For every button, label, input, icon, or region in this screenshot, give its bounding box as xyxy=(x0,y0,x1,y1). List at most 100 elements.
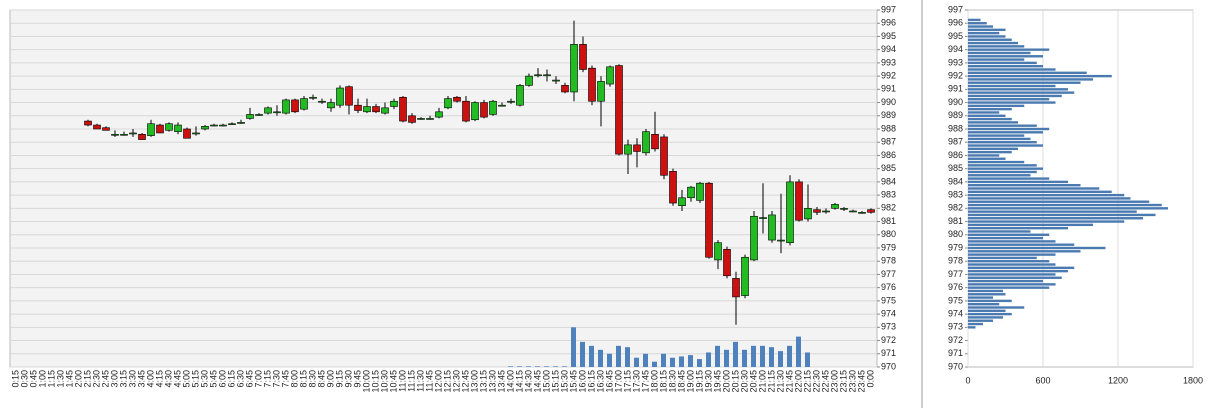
candle-body xyxy=(192,132,200,135)
x-tick-label: 19:30 xyxy=(703,370,713,393)
profile-bar xyxy=(968,316,1003,319)
profile-bar xyxy=(968,293,1006,296)
profile-bar xyxy=(968,104,1025,108)
volume-bar xyxy=(598,349,603,367)
x-tick-label: 1:15 xyxy=(46,370,56,388)
profile-bar xyxy=(968,51,1031,55)
x-tick-label: 1:45 xyxy=(64,370,74,388)
volume-bar xyxy=(616,345,621,367)
candle-body xyxy=(579,44,587,70)
candle-body xyxy=(255,114,263,116)
profile-bar xyxy=(968,41,1018,45)
y-tick-label: 996 xyxy=(948,18,963,28)
profile-bar xyxy=(968,61,1037,65)
candle-body xyxy=(822,210,830,213)
y-tick-label: 987 xyxy=(881,137,896,147)
candle-body xyxy=(669,171,677,204)
y-tick-label: 989 xyxy=(881,110,896,120)
y-tick-label: 990 xyxy=(948,97,963,107)
x-tick-label: 600 xyxy=(1035,375,1050,385)
candle-body xyxy=(246,114,254,119)
y-tick-label: 981 xyxy=(948,216,963,226)
x-tick-label: 6:30 xyxy=(235,370,245,388)
y-tick-label: 971 xyxy=(881,348,896,358)
profile-bar xyxy=(968,246,1106,250)
profile-bar xyxy=(968,299,1012,303)
x-tick-label: 18:45 xyxy=(676,370,686,393)
candle-body xyxy=(327,102,335,109)
candle-body xyxy=(444,98,452,109)
profile-bar xyxy=(968,164,1037,167)
volume-bar xyxy=(526,366,531,367)
x-tick-label: 15:30 xyxy=(559,370,569,393)
profile-bar xyxy=(968,296,993,299)
y-tick-label: 976 xyxy=(881,282,896,292)
profile-bar xyxy=(968,243,1075,246)
candle-body xyxy=(552,79,560,82)
y-tick-label: 973 xyxy=(881,322,896,332)
profile-bar xyxy=(968,64,1043,68)
y-tick-label: 974 xyxy=(881,308,896,318)
profile-bar xyxy=(968,286,1050,289)
y-tick-label: 972 xyxy=(881,335,896,345)
profile-bar xyxy=(968,250,1081,253)
x-tick-label: 16:45 xyxy=(604,370,614,393)
volume-bar xyxy=(724,349,729,367)
candle-body xyxy=(804,208,812,220)
profile-bar xyxy=(968,147,1018,151)
x-tick-label: 23:00 xyxy=(829,370,839,393)
x-tick-label: 18:15 xyxy=(658,370,668,393)
x-tick-label: 8:00 xyxy=(289,370,299,388)
y-tick-label: 994 xyxy=(948,44,963,54)
profile-bar xyxy=(968,28,1006,32)
profile-bar xyxy=(968,266,1075,270)
profile-bar xyxy=(968,217,1143,220)
candle-body xyxy=(111,133,119,136)
y-tick-label: 972 xyxy=(948,335,963,345)
candle-body xyxy=(291,99,299,113)
y-tick-label: 989 xyxy=(948,110,963,120)
x-tick-label: 1:30 xyxy=(55,370,65,388)
candle-body xyxy=(786,181,794,244)
candle-body xyxy=(453,96,461,102)
x-tick-label: 8:30 xyxy=(307,370,317,388)
y-tick-label: 984 xyxy=(948,176,963,186)
x-tick-label: 16:00 xyxy=(577,370,587,393)
x-tick-label: 3:15 xyxy=(118,370,128,388)
candle-body xyxy=(381,107,389,114)
candle-body xyxy=(138,133,146,140)
profile-bar xyxy=(968,81,1081,84)
candle-body xyxy=(714,242,722,261)
candle-body xyxy=(318,100,326,103)
candle-body xyxy=(606,66,614,85)
y-tick-label: 986 xyxy=(881,150,896,160)
profile-bar xyxy=(968,276,1062,279)
x-tick-label: 14:45 xyxy=(532,370,542,393)
profile-bar xyxy=(968,213,1156,217)
profile-bar xyxy=(968,174,1031,177)
profile-bar xyxy=(968,309,1006,313)
candle-body xyxy=(426,118,434,120)
x-tick-label: 16:15 xyxy=(586,370,596,393)
candle-body xyxy=(777,239,785,242)
profile-bar xyxy=(968,233,1050,236)
volume-bar xyxy=(634,357,639,367)
x-tick-label: 0:30 xyxy=(19,370,29,388)
x-tick-label: 13:15 xyxy=(478,370,488,393)
volume-bar xyxy=(517,366,522,367)
x-tick-label: 23:30 xyxy=(847,370,857,393)
y-tick-label: 997 xyxy=(881,4,896,14)
profile-bar xyxy=(968,312,1012,316)
candle-body xyxy=(561,85,569,93)
candle-body xyxy=(705,182,713,258)
candle-body xyxy=(336,87,344,106)
profile-bar xyxy=(968,124,1037,127)
x-tick-label: 21:45 xyxy=(784,370,794,393)
candle-body xyxy=(120,133,128,136)
candle-body xyxy=(93,124,101,130)
x-tick-label: 2:45 xyxy=(100,370,110,388)
profile-bar xyxy=(968,114,1006,117)
y-tick-label: 975 xyxy=(881,295,896,305)
profile-bar xyxy=(968,22,987,25)
profile-bar xyxy=(968,223,1093,227)
